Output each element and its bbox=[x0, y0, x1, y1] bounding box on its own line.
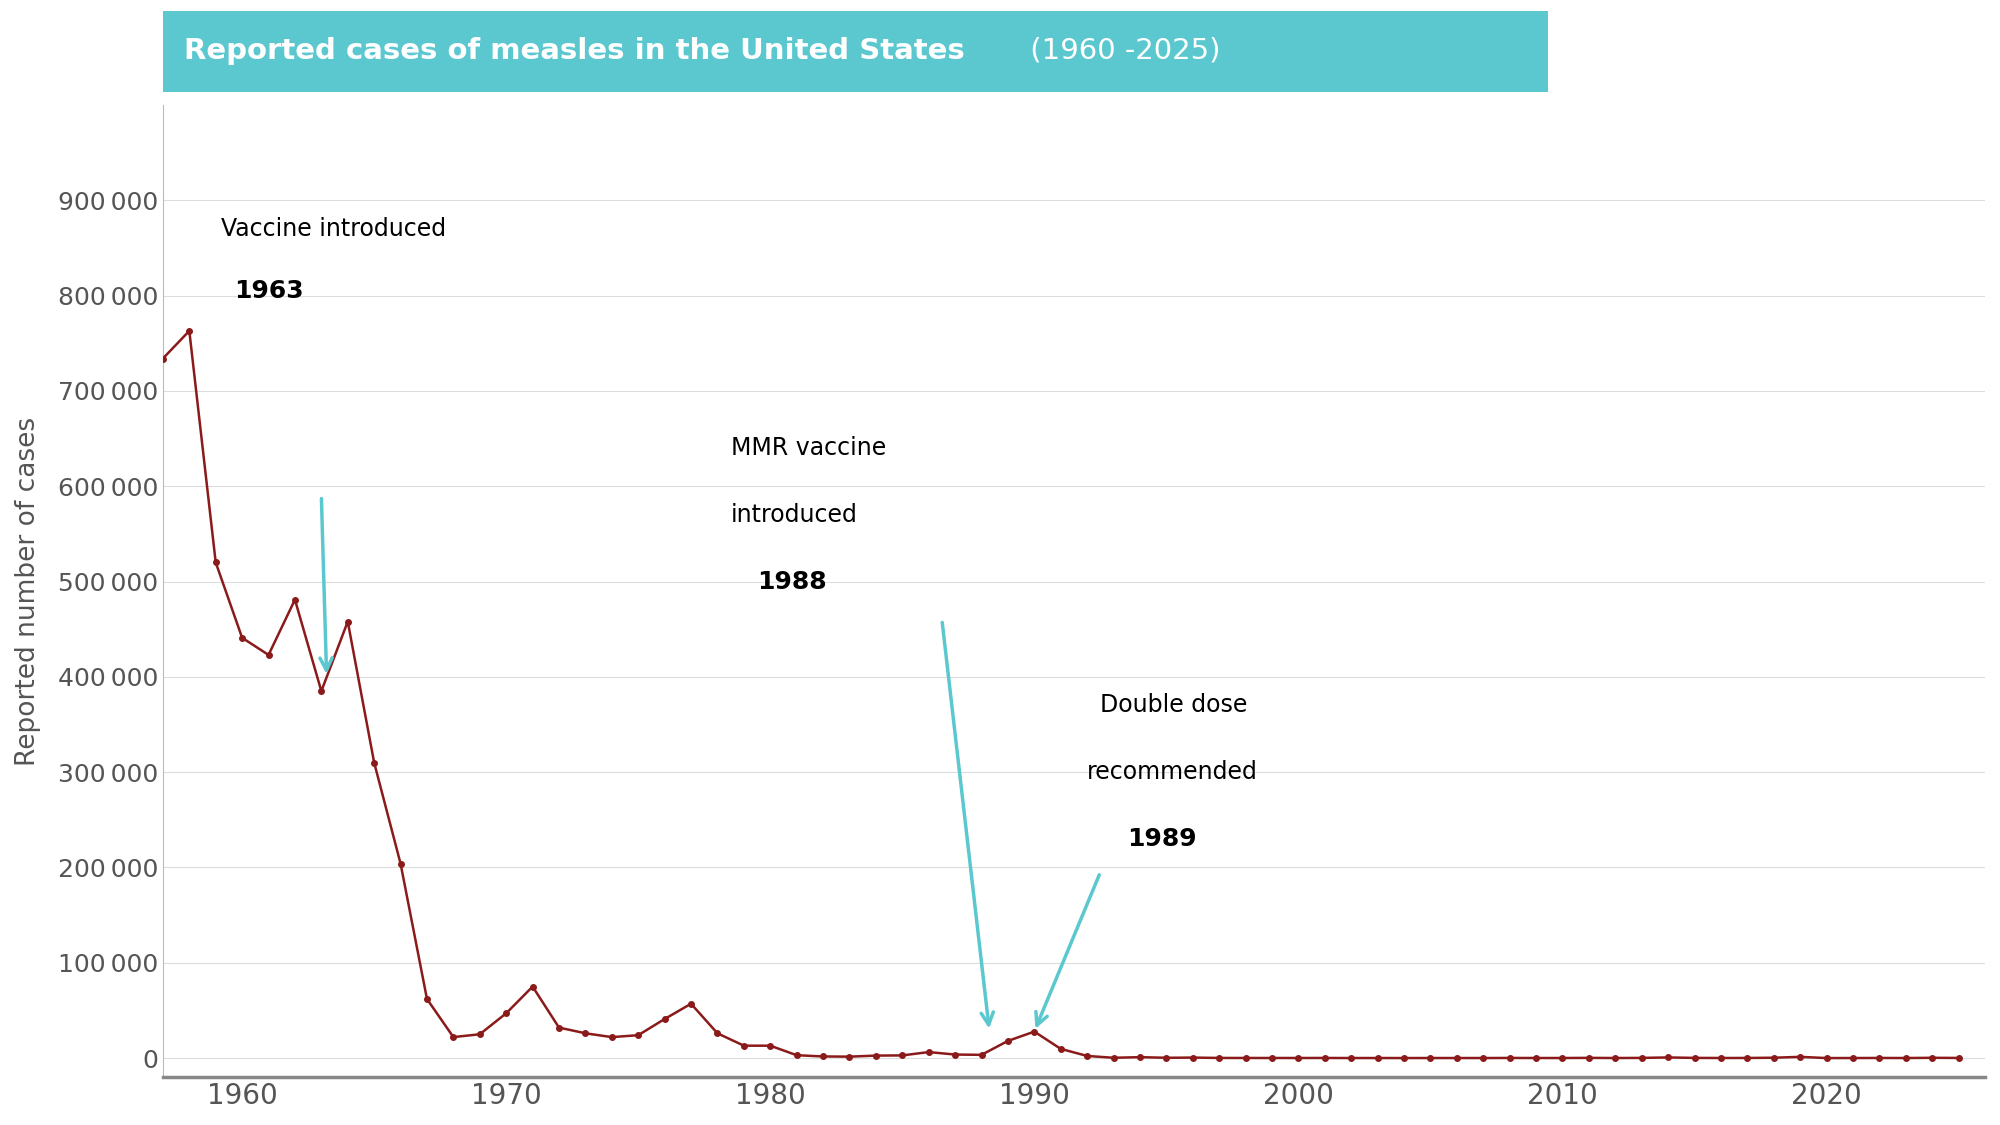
Text: MMR vaccine: MMR vaccine bbox=[730, 436, 886, 460]
Text: (1960 -2025): (1960 -2025) bbox=[1022, 37, 1220, 65]
Text: recommended: recommended bbox=[1088, 760, 1258, 784]
Text: 1989: 1989 bbox=[1126, 827, 1196, 850]
Text: Vaccine introduced: Vaccine introduced bbox=[220, 217, 446, 241]
Text: Double dose: Double dose bbox=[1100, 693, 1248, 718]
Text: Reported cases of measles in the United States: Reported cases of measles in the United … bbox=[184, 37, 964, 65]
Text: 1988: 1988 bbox=[758, 569, 826, 594]
Text: 1963: 1963 bbox=[234, 279, 304, 303]
Y-axis label: Reported number of cases: Reported number of cases bbox=[14, 416, 40, 766]
Text: introduced: introduced bbox=[730, 503, 858, 526]
